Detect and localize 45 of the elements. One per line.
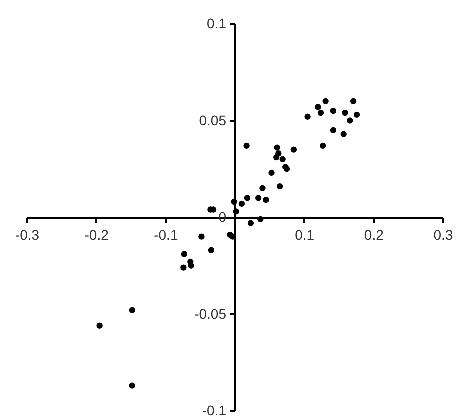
y-tick-label: -0.1 (202, 402, 227, 418)
point (340, 131, 347, 138)
x-tick-label: -0.3 (15, 227, 40, 243)
point (276, 183, 284, 190)
point (129, 382, 136, 389)
x-tick-label: -0.2 (84, 227, 110, 243)
point (330, 127, 337, 134)
point (274, 154, 280, 161)
point (347, 118, 354, 124)
point (268, 170, 275, 176)
x-tick-label: 0.1 (295, 227, 315, 243)
point (342, 110, 348, 116)
y-tick-label: 0.05 (199, 112, 227, 128)
point (231, 198, 238, 206)
point (244, 195, 251, 202)
point (260, 185, 266, 192)
point (255, 195, 262, 202)
point (96, 322, 103, 329)
point (350, 98, 357, 104)
point (322, 98, 329, 104)
point (318, 110, 324, 116)
point (208, 247, 215, 254)
point (181, 251, 188, 258)
point (274, 144, 280, 151)
point (304, 114, 311, 120)
point (198, 234, 205, 240)
x-tick-label: -0.1 (154, 227, 178, 243)
point (320, 142, 326, 149)
point (354, 112, 360, 118)
point (258, 216, 264, 223)
point (248, 220, 254, 226)
point (129, 307, 136, 314)
point (263, 197, 270, 204)
point (280, 156, 286, 163)
point (290, 146, 298, 153)
y-tick-label: -0.05 (194, 306, 227, 322)
point (244, 142, 250, 149)
y-tick-label: 0.1 (207, 16, 227, 32)
point (180, 264, 187, 271)
point (238, 200, 246, 208)
x-tick-label: 0.2 (364, 227, 384, 243)
point (330, 108, 337, 114)
x-tick-label: 0.3 (434, 227, 454, 243)
point (315, 104, 322, 110)
point (233, 208, 240, 215)
